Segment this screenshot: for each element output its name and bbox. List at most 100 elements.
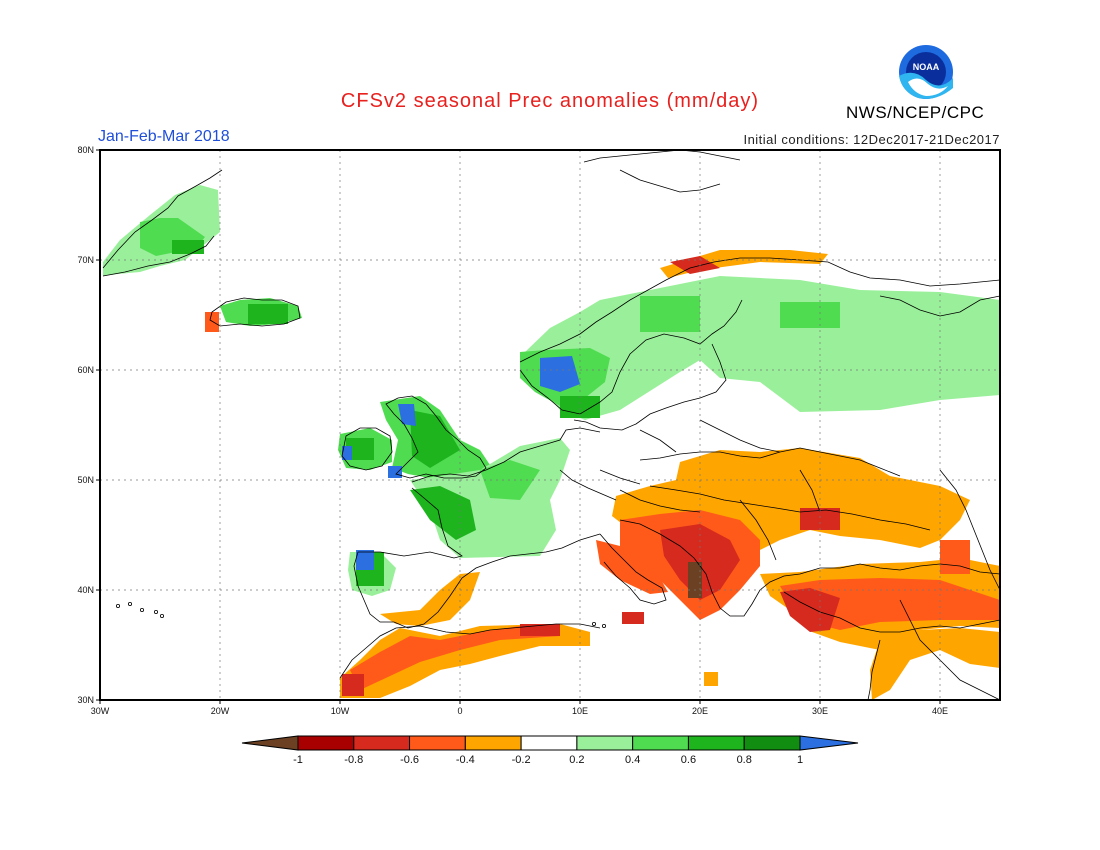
- map-border: [99, 149, 1001, 701]
- coastline-segment: [639, 447, 901, 477]
- north-cape-dry: [660, 250, 828, 278]
- colorbar-swatch: [353, 735, 411, 751]
- lon-tick-label: 0: [457, 706, 462, 716]
- brittany-wet: [410, 486, 476, 540]
- coastline-segment: [783, 591, 1001, 633]
- colorbar-low-extension: [241, 735, 299, 751]
- organization-label: NWS/NCEP/CPC: [846, 103, 985, 122]
- colorbar-swatch: [520, 735, 578, 751]
- greenland-wet-spot: [172, 240, 204, 254]
- lat-tick-label: 60N: [77, 365, 94, 375]
- colorbar-level-label: 0.4: [625, 754, 640, 766]
- iceland-dry-spot: [205, 312, 219, 332]
- colorbar-swatch: [632, 735, 689, 751]
- coastline-segment: [573, 343, 727, 431]
- north-africa-dry-core: [350, 624, 560, 690]
- cornwall-very-wet: [388, 466, 402, 478]
- lon-tick-label: 40E: [932, 706, 948, 716]
- island-outline: [116, 604, 121, 609]
- ukraine-dry-core: [800, 508, 840, 530]
- uk-wet-core: [410, 410, 460, 468]
- coastline-segment: [385, 395, 487, 479]
- colorbar-level-label: -0.6: [400, 754, 419, 766]
- lat-tick-label: 70N: [77, 255, 94, 265]
- coastlines: [102, 149, 1001, 701]
- island-outline: [159, 614, 164, 619]
- coastline-segment: [519, 299, 743, 415]
- ireland-wet-core: [346, 438, 374, 460]
- galicia-very-wet: [356, 550, 374, 570]
- coastline-segment: [353, 487, 601, 629]
- lat-tick-label: 50N: [77, 475, 94, 485]
- coastline-segment: [559, 469, 617, 501]
- coastline-segment: [649, 485, 931, 531]
- colorbar-level-label: -0.4: [456, 754, 475, 766]
- russia-wet: [780, 302, 840, 328]
- lat-tick-label: 80N: [77, 145, 94, 155]
- middle-east-dry: [870, 628, 1000, 700]
- coastline-segment: [939, 469, 1001, 591]
- algeria-very-dry: [520, 624, 560, 636]
- iberia-dry: [380, 572, 480, 626]
- coastline-segment: [599, 469, 701, 513]
- turkey-dry-core: [780, 578, 1000, 630]
- coastline-segment: [583, 149, 741, 163]
- island-outline: [592, 622, 597, 627]
- lat-tick-label: 30N: [77, 695, 94, 705]
- lon-tick-label: 30W: [91, 706, 110, 716]
- colorbar-level-label: 0.6: [681, 754, 696, 766]
- albania-extreme-dry: [688, 562, 702, 598]
- colorbar-swatch: [297, 735, 355, 751]
- lon-tick-label: 10W: [331, 706, 350, 716]
- lon-tick-label: 20W: [211, 706, 230, 716]
- coastline-segment: [339, 623, 601, 679]
- coastline-segment: [899, 599, 1001, 701]
- coastline-segment: [619, 519, 1001, 617]
- colorbar-swatch: [464, 735, 522, 751]
- sardinia-dry: [622, 612, 644, 624]
- island-outline: [602, 624, 607, 629]
- scotland-very-wet: [398, 404, 416, 426]
- axis-ticks: 30W 20W 10W 0 10E 20E 30E 40E 30N 40N 50N 60N 70N 80N: [77, 145, 948, 716]
- colorbar-swatch: [409, 735, 466, 751]
- greece-dry: [704, 672, 718, 686]
- graticule: [100, 150, 1000, 700]
- coastline-segment: [739, 469, 821, 561]
- island-outline: [153, 610, 158, 615]
- coastline-segment: [867, 639, 881, 701]
- colorbar-swatch: [743, 735, 801, 751]
- coastline-segment: [411, 427, 601, 483]
- lon-tick-label: 20E: [692, 706, 708, 716]
- island-outline: [127, 602, 132, 607]
- caucasus-dry: [940, 540, 970, 574]
- coastline-segment: [599, 533, 667, 605]
- lon-tick-label: 30E: [812, 706, 828, 716]
- colorbar-level-label: 1: [797, 754, 803, 766]
- forecast-period: Jan-Feb-Mar 2018: [98, 128, 230, 145]
- colorbar-level-label: -0.8: [344, 754, 363, 766]
- colorbar-level-label: -1: [293, 754, 303, 766]
- coastline-segment: [879, 295, 1001, 317]
- colorbar-level-label: 0.8: [737, 754, 752, 766]
- colorbar-swatch: [687, 735, 745, 751]
- map-title: CFSv2 seasonal Prec anomalies (mm/day): [340, 90, 760, 112]
- lon-tick-label: 10E: [572, 706, 588, 716]
- colorbar-level-label: -0.2: [512, 754, 531, 766]
- finland-wet: [640, 296, 700, 332]
- map-frame: [99, 149, 1001, 701]
- coastline-segment: [639, 419, 781, 453]
- colorbar-high-extension: [799, 735, 859, 751]
- colorbar: -1 -0.8 -0.6 -0.4 -0.2 0.2 0.4 0.6 0.8 1: [241, 735, 859, 766]
- anomaly-fields: [103, 185, 1000, 700]
- initial-conditions: Initial conditions: 12Dec2017-21Dec2017: [743, 132, 1000, 147]
- noaa-logo-text: NOAA: [913, 62, 940, 72]
- denmark-wet: [560, 396, 600, 418]
- colorbar-level-label: 0.2: [569, 754, 584, 766]
- iceland-wet-core: [248, 304, 288, 324]
- north-cape-dry-core: [670, 256, 720, 274]
- coastline-segment: [102, 169, 223, 277]
- norway-very-wet: [540, 356, 580, 392]
- coastline-segment: [341, 427, 393, 471]
